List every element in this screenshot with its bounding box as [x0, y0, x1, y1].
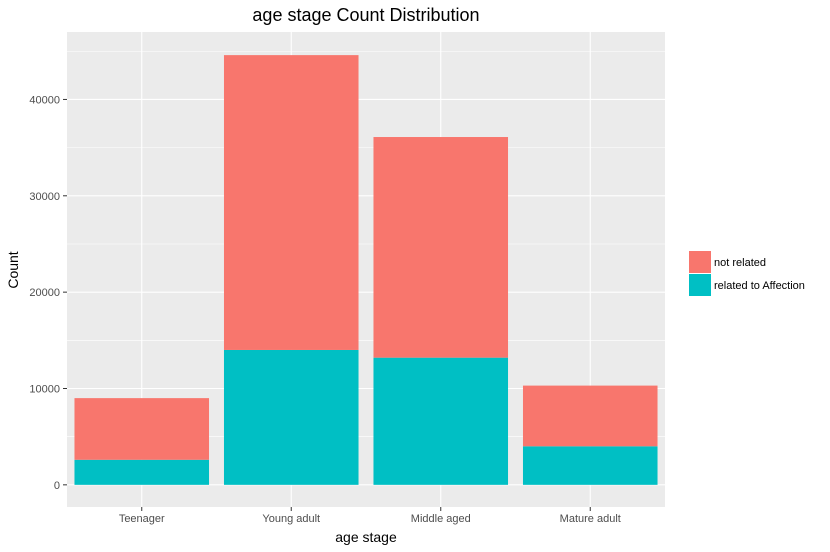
legend-label: related to Affection	[714, 280, 805, 292]
bar	[74, 459, 210, 485]
chart-title: age stage Count Distribution	[252, 5, 479, 25]
x-tick-label: Mature adult	[560, 513, 621, 525]
bar	[74, 398, 210, 460]
bar	[373, 137, 509, 358]
legend-key	[689, 274, 711, 296]
y-axis-title: Count	[5, 251, 21, 288]
y-tick-label: 40000	[29, 94, 60, 106]
y-tick-label: 30000	[29, 191, 60, 203]
legend: not related related to Affection	[689, 251, 805, 296]
y-tick-label: 20000	[29, 287, 60, 299]
x-axis: Teenager Young adult Middle aged Mature adu…	[119, 507, 621, 525]
legend-label: not related	[714, 257, 766, 269]
y-tick-label: 10000	[29, 383, 60, 395]
bar	[223, 55, 359, 350]
bars	[74, 55, 658, 485]
y-axis: 0 10000 20000 30000 40000	[29, 94, 67, 492]
y-tick-label: 0	[54, 480, 60, 492]
bar	[522, 385, 658, 447]
x-tick-label: Teenager	[119, 513, 165, 525]
x-axis-title: age stage	[335, 529, 397, 545]
x-tick-label: Young adult	[262, 513, 320, 525]
bar	[373, 357, 509, 485]
bar	[522, 446, 658, 485]
bar	[223, 349, 359, 485]
legend-key	[689, 251, 711, 273]
x-tick-label: Middle aged	[411, 513, 471, 525]
